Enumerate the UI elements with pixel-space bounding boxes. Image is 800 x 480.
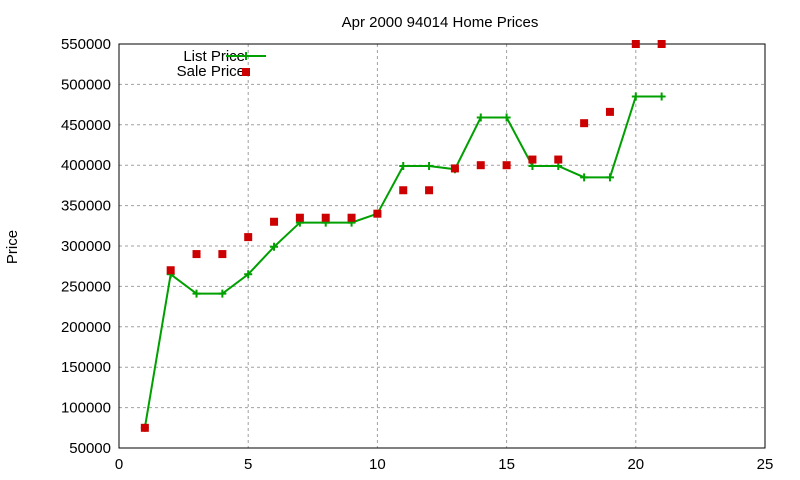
chart-title: Apr 2000 94014 Home Prices [342, 14, 539, 31]
x-tick-label: 5 [244, 456, 252, 473]
y-tick-label: 350000 [61, 198, 111, 215]
y-tick-label: 150000 [61, 359, 111, 376]
sale-price-marker [605, 107, 614, 116]
list-price-marker [192, 289, 201, 298]
sale-price-marker [373, 209, 382, 218]
list-price-line [143, 95, 662, 428]
y-tick-label: 500000 [61, 76, 111, 93]
x-tick-label: 20 [627, 456, 644, 473]
y-tick-label: 300000 [61, 238, 111, 255]
sale-price-marker [347, 213, 356, 222]
y-axis-label: Price [4, 230, 21, 264]
sale-price-marker [295, 213, 304, 222]
legend-label-list-price: List Price [183, 48, 245, 65]
sale-price-marker [657, 40, 666, 48]
sale-price-marker [631, 40, 640, 48]
list-price-marker [605, 173, 614, 182]
list-price-marker [657, 92, 666, 101]
list-price-marker [631, 92, 640, 101]
sale-price-marker [270, 217, 279, 226]
list-price-marker [270, 242, 279, 251]
axis-ticks: 50000 100000 150000 200000 250000 300000 35000… [61, 36, 773, 473]
sale-price-marker [399, 186, 408, 195]
y-tick-label: 100000 [61, 400, 111, 417]
y-tick-label: 50000 [69, 440, 111, 457]
sale-price-marker [321, 213, 330, 222]
sale-price-marker [476, 161, 485, 170]
x-tick-label: 10 [369, 456, 386, 473]
plot-frame [118, 43, 766, 449]
sale-price-marker [554, 155, 563, 164]
sale-price-marker [140, 423, 149, 432]
list-price-marker [502, 113, 511, 122]
sale-price-marker [192, 250, 201, 259]
sale-price-marker [528, 155, 537, 164]
x-tick-label: 0 [115, 456, 123, 473]
list-price-marker [399, 162, 408, 171]
sale-price-marker [425, 186, 434, 195]
sale-price-marker [450, 164, 459, 173]
list-price-marker [425, 162, 434, 171]
list-price-marker [476, 113, 485, 122]
x-tick-label: 25 [757, 456, 774, 473]
x-tick-label: 15 [498, 456, 515, 473]
legend-label-sale-price: Sale Price [177, 63, 245, 80]
y-tick-label: 400000 [61, 157, 111, 174]
y-tick-label: 450000 [61, 117, 111, 134]
list-price-marker [218, 289, 227, 298]
sale-price-marker [244, 233, 253, 242]
legend-plus-icon [242, 52, 250, 60]
grid [119, 44, 765, 448]
legend-square-icon [242, 68, 250, 76]
sale-price-marker [580, 119, 589, 128]
list-price-marker [244, 270, 253, 279]
list-price-marker [580, 173, 589, 182]
sale-price-marker [218, 250, 227, 259]
series-layer [140, 40, 666, 432]
y-tick-label: 250000 [61, 278, 111, 295]
y-tick-label: 550000 [61, 36, 111, 53]
sale-price-marker [502, 161, 511, 170]
y-tick-label: 200000 [61, 319, 111, 336]
sale-price-marker [166, 266, 175, 275]
